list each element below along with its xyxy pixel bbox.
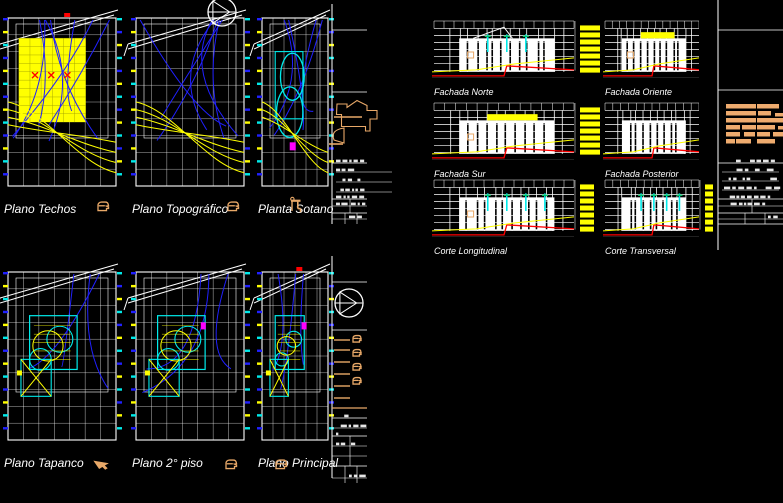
- svg-text:Fachada Sur: Fachada Sur: [434, 169, 487, 179]
- svg-text:Plano Tapanco: Plano Tapanco: [4, 456, 84, 470]
- svg-text:Fachada Oriente: Fachada Oriente: [605, 87, 672, 97]
- svg-text:Fachada Norte: Fachada Norte: [434, 87, 494, 97]
- svg-text:Corte Longitudinal: Corte Longitudinal: [434, 246, 508, 256]
- svg-text:Fachada Posterior: Fachada Posterior: [605, 169, 680, 179]
- svg-text:Plano 2° piso: Plano 2° piso: [132, 456, 203, 470]
- svg-text:Plano Techos: Plano Techos: [4, 202, 76, 216]
- svg-text:Corte Transversal: Corte Transversal: [605, 246, 677, 256]
- svg-text:Planta Sotano: Planta Sotano: [258, 202, 334, 216]
- svg-text:Plano Principal: Plano Principal: [258, 456, 338, 470]
- svg-text:Plano Topográfico: Plano Topográfico: [132, 202, 229, 216]
